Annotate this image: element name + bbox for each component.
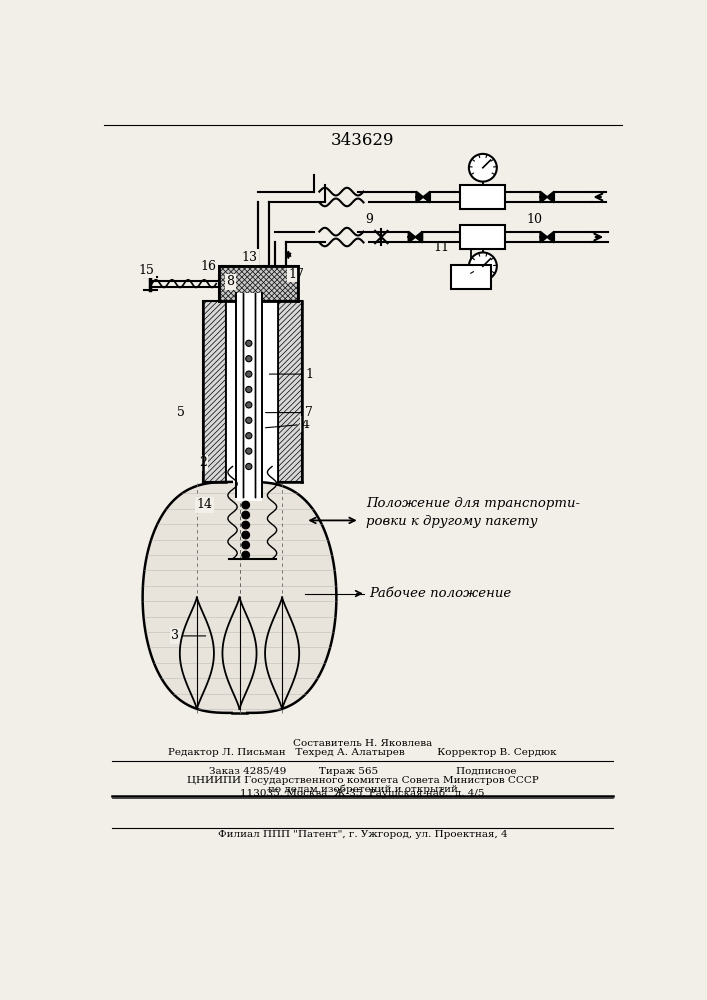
Text: 14: 14 — [197, 498, 213, 512]
Circle shape — [246, 371, 252, 377]
Text: 113035, Москва, Ж-35, Раушская наб., д. 4/5: 113035, Москва, Ж-35, Раушская наб., д. … — [240, 788, 485, 798]
Text: 13: 13 — [242, 251, 257, 264]
Text: 15: 15 — [139, 264, 154, 277]
Circle shape — [242, 551, 250, 559]
Text: 6: 6 — [464, 184, 472, 197]
Polygon shape — [409, 231, 416, 243]
Bar — [460, 185, 506, 209]
Bar — [236, 293, 262, 501]
Polygon shape — [416, 191, 423, 203]
Circle shape — [242, 501, 250, 509]
Polygon shape — [540, 231, 547, 243]
Polygon shape — [416, 231, 422, 243]
Text: 3: 3 — [171, 629, 206, 642]
Circle shape — [246, 417, 252, 423]
Polygon shape — [540, 191, 547, 203]
Bar — [218, 266, 298, 301]
Text: 2: 2 — [199, 456, 207, 469]
Circle shape — [246, 433, 252, 439]
Text: 10: 10 — [527, 213, 543, 226]
Circle shape — [246, 386, 252, 393]
Circle shape — [246, 448, 252, 454]
Bar — [451, 265, 491, 289]
Circle shape — [242, 521, 250, 529]
Polygon shape — [547, 231, 554, 243]
Text: Составитель Н. Яковлева: Составитель Н. Яковлева — [293, 739, 433, 748]
Circle shape — [469, 252, 497, 280]
Text: по делам изобретений и открытий: по делам изобретений и открытий — [268, 784, 457, 794]
Circle shape — [242, 531, 250, 539]
Circle shape — [246, 340, 252, 346]
Circle shape — [242, 541, 250, 549]
Text: Редактор Л. Письман   Техред А. Алатырев          Корректор В. Сердюк: Редактор Л. Письман Техред А. Алатырев К… — [168, 748, 557, 757]
Text: Заказ 4285/49          Тираж 565                        Подписное: Заказ 4285/49 Тираж 565 Подписное — [209, 767, 517, 776]
Polygon shape — [423, 191, 430, 203]
Text: 1: 1 — [269, 368, 313, 381]
Bar — [226, 301, 279, 482]
Text: 5: 5 — [177, 406, 185, 419]
Polygon shape — [143, 482, 337, 713]
Polygon shape — [279, 301, 301, 482]
Text: 9: 9 — [365, 213, 373, 226]
Text: 7: 7 — [266, 406, 313, 419]
Text: 4: 4 — [266, 418, 310, 431]
Polygon shape — [547, 191, 554, 203]
Text: ЦНИИПИ Государственного комитета Совета Министров СССР: ЦНИИПИ Государственного комитета Совета … — [187, 776, 539, 785]
Circle shape — [246, 356, 252, 362]
Text: 17: 17 — [288, 267, 304, 280]
Polygon shape — [203, 301, 226, 482]
Text: Положение для транспорти-
ровки к другому пакету: Положение для транспорти- ровки к другом… — [366, 497, 580, 528]
Bar — [460, 225, 506, 249]
Text: 12: 12 — [463, 271, 479, 284]
Circle shape — [246, 402, 252, 408]
Text: 11: 11 — [433, 241, 449, 254]
Text: Филиал ППП "Патент", г. Ужгород, ул. Проектная, 4: Филиал ППП "Патент", г. Ужгород, ул. Про… — [218, 830, 508, 839]
Text: 343629: 343629 — [331, 132, 395, 149]
Circle shape — [242, 511, 250, 519]
Text: 8: 8 — [226, 275, 234, 288]
Circle shape — [469, 154, 497, 182]
Text: Рабочее положение: Рабочее положение — [369, 587, 511, 600]
Text: 16: 16 — [201, 260, 216, 273]
Circle shape — [246, 463, 252, 470]
